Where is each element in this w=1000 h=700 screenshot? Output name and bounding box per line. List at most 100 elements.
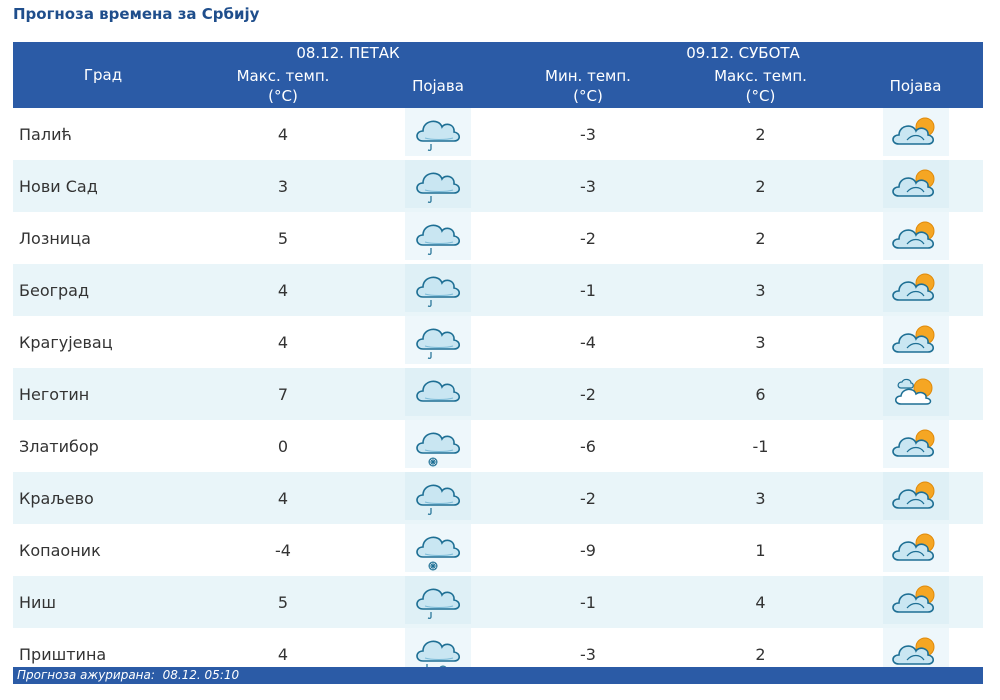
day2-max-temp: 3: [673, 264, 848, 316]
day2-max-temp: 2: [673, 160, 848, 212]
cloud-rain-icon: [405, 472, 471, 520]
city-name: Краљево: [13, 472, 193, 524]
city-name: Палић: [19, 124, 72, 144]
day2-phenomenon: [848, 316, 983, 368]
forecast-table: Град 08.12. ПЕТАК 09.12. СУБОТА Макс. те…: [13, 42, 983, 680]
day2-min-temp: -6: [580, 436, 596, 456]
day2-min-temp: -1: [503, 264, 673, 316]
day2-phenomenon: [848, 576, 983, 628]
day1-phenomenon: [373, 420, 503, 472]
day2-phenomenon: [848, 368, 983, 420]
day1-max-temp: 4: [277, 332, 289, 352]
city-name: Лозница: [19, 228, 91, 248]
table-row: Копаоник -4 -9 1: [13, 524, 983, 576]
cloud-rain-icon: [405, 576, 471, 624]
footer-label: Прогноза ажурирана:: [17, 668, 155, 682]
day2-min-temp: -1: [503, 576, 673, 628]
day1-max-temp: 5: [277, 228, 289, 248]
day2-min-temp: -4: [580, 332, 596, 352]
sun-cloud-icon: [882, 264, 949, 312]
city-name: Крагујевац: [19, 332, 113, 352]
day1-max-temp: 4: [193, 264, 373, 316]
partly-sunny-icon: [882, 368, 949, 416]
table-row: Крагујевац 4 -4 3: [13, 316, 983, 368]
table-row: Палић 4 -3 2: [13, 108, 983, 160]
day2-max-temp: 2: [755, 644, 766, 664]
footer-updated: Прогноза ажурирана: 08.12. 05:10: [13, 667, 983, 684]
day2-phenomenon: [848, 524, 983, 576]
day1-phenomenon: [373, 316, 503, 368]
day2-max-temp: 4: [673, 576, 848, 628]
day1-max-temp: 4: [277, 644, 289, 664]
cloud-snow-icon: [405, 524, 471, 572]
header-day2-max: Макс. темп. (°C): [673, 64, 848, 108]
day2-phenomenon: [848, 472, 983, 524]
cloud-icon: [405, 368, 471, 416]
table-row: Златибор 0 -6 -1: [13, 420, 983, 472]
day1-phenomenon: [373, 264, 503, 316]
city-name: Ниш: [13, 576, 193, 628]
day2-min-temp: -2: [503, 472, 673, 524]
day2-max-temp: 2: [755, 228, 766, 248]
day2-max-temp: 3: [673, 472, 848, 524]
day1-max-temp: 4: [277, 124, 289, 144]
day2-phenomenon: [848, 108, 983, 160]
day2-min-temp: -2: [503, 368, 673, 420]
sun-cloud-icon: [882, 472, 949, 520]
day1-phenomenon: [373, 212, 503, 264]
day1-max-temp: 5: [193, 576, 373, 628]
table-row: Краљево 4 -2 3: [13, 472, 983, 524]
city-name: Београд: [13, 264, 193, 316]
day1-phenomenon: [373, 108, 503, 160]
city-name: Копаоник: [19, 540, 101, 560]
city-name: Приштина: [19, 644, 107, 664]
day1-phenomenon: [373, 472, 503, 524]
city-name: Златибор: [19, 436, 99, 456]
sun-cloud-icon: [882, 212, 949, 260]
table-row: Београд 4 -1 3: [13, 264, 983, 316]
header-day1: 08.12. ПЕТАК: [193, 42, 503, 64]
sun-cloud-icon: [882, 316, 949, 364]
day1-max-temp: 0: [277, 436, 289, 456]
day2-max-temp: 3: [755, 332, 766, 352]
sun-cloud-icon: [882, 160, 949, 208]
cloud-rain-icon: [405, 316, 471, 364]
table-row: Ниш 5 -1 4: [13, 576, 983, 628]
header-day2-phenomenon: Појава: [848, 64, 983, 108]
day2-min-temp: -3: [503, 160, 673, 212]
day2-min-temp: -9: [580, 540, 596, 560]
city-name: Неготин: [13, 368, 193, 420]
sun-cloud-icon: [882, 420, 949, 468]
day2-min-temp: -3: [580, 124, 596, 144]
day2-min-temp: -2: [580, 228, 596, 248]
day1-max-temp: 3: [193, 160, 373, 212]
day1-max-temp: 7: [193, 368, 373, 420]
header-day1-max: Макс. темп. (°C): [193, 64, 373, 108]
city-name: Нови Сад: [13, 160, 193, 212]
header-day2-min: Мин. темп. (°C): [503, 64, 673, 108]
header-city: Град: [13, 42, 193, 108]
cloud-rain-icon: [405, 160, 471, 208]
day2-phenomenon: [848, 420, 983, 472]
day2-max-temp: -1: [752, 436, 769, 456]
day2-phenomenon: [848, 160, 983, 212]
day2-phenomenon: [848, 264, 983, 316]
sun-cloud-icon: [882, 524, 949, 572]
day1-phenomenon: [373, 576, 503, 628]
footer-value: 08.12. 05:10: [162, 668, 240, 682]
table-row: Неготин 7 -2 6: [13, 368, 983, 420]
sun-cloud-icon: [882, 576, 949, 624]
day2-max-temp: 2: [755, 124, 766, 144]
day1-max-temp: 4: [193, 472, 373, 524]
header-day2: 09.12. СУБОТА: [503, 42, 983, 64]
cloud-rain-icon: [405, 212, 471, 260]
page-title: Прогноза времена за Србију: [13, 5, 260, 23]
cloud-rain-icon: [405, 108, 471, 156]
cloud-rain-icon: [405, 264, 471, 312]
day2-max-temp: 6: [673, 368, 848, 420]
day2-max-temp: 1: [755, 540, 766, 560]
sun-cloud-icon: [882, 108, 949, 156]
day2-phenomenon: [848, 212, 983, 264]
cloud-snow-icon: [405, 420, 471, 468]
day1-max-temp: -4: [275, 540, 291, 560]
